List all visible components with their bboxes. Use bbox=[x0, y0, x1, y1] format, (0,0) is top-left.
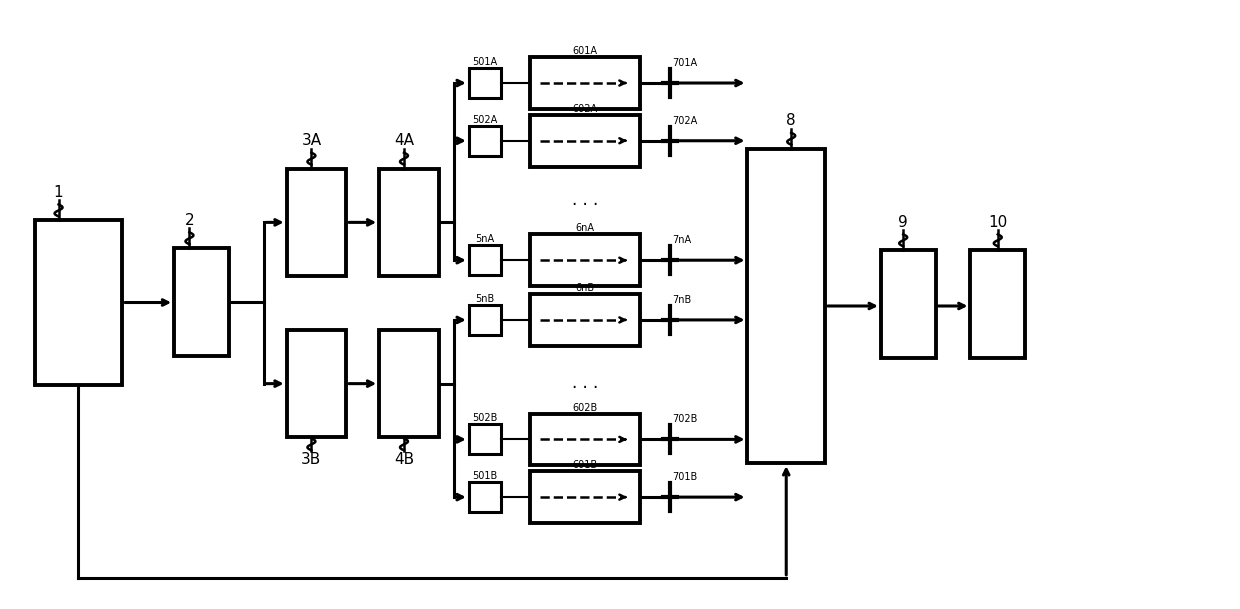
Text: 4B: 4B bbox=[394, 452, 414, 466]
Bar bbox=[469, 68, 501, 98]
Text: 8: 8 bbox=[786, 113, 796, 128]
Bar bbox=[531, 115, 640, 167]
Bar bbox=[748, 149, 825, 463]
Text: 501A: 501A bbox=[472, 57, 497, 67]
Text: 6nB: 6nB bbox=[575, 283, 595, 293]
Text: 602B: 602B bbox=[573, 403, 598, 412]
Text: 702B: 702B bbox=[672, 415, 697, 424]
Text: . . .: . . . bbox=[572, 374, 598, 392]
Text: 601B: 601B bbox=[573, 460, 598, 470]
Text: 5nB: 5nB bbox=[475, 294, 495, 304]
Text: 501B: 501B bbox=[472, 471, 497, 481]
Bar bbox=[286, 330, 346, 437]
Text: 702A: 702A bbox=[672, 116, 697, 126]
Bar bbox=[35, 220, 123, 385]
Text: 2: 2 bbox=[185, 213, 195, 228]
Bar bbox=[880, 250, 935, 357]
Text: 601A: 601A bbox=[573, 46, 598, 56]
Bar bbox=[174, 248, 229, 356]
Text: 10: 10 bbox=[988, 215, 1007, 230]
Text: 4A: 4A bbox=[394, 133, 414, 148]
Text: 7nA: 7nA bbox=[672, 235, 691, 245]
Text: 3A: 3A bbox=[301, 133, 321, 148]
Text: . . .: . . . bbox=[572, 191, 598, 209]
Bar bbox=[469, 245, 501, 275]
Bar bbox=[531, 57, 640, 109]
Bar bbox=[469, 424, 501, 454]
Bar bbox=[469, 482, 501, 512]
Text: 5nA: 5nA bbox=[475, 234, 495, 244]
Text: 9: 9 bbox=[898, 215, 908, 230]
Text: 502B: 502B bbox=[472, 414, 497, 423]
Bar bbox=[531, 414, 640, 465]
Bar bbox=[971, 250, 1025, 357]
Bar bbox=[379, 169, 439, 276]
Text: 701B: 701B bbox=[672, 472, 697, 482]
Text: 1: 1 bbox=[53, 185, 63, 200]
Text: 701A: 701A bbox=[672, 58, 697, 68]
Bar bbox=[286, 169, 346, 276]
Bar bbox=[531, 294, 640, 346]
Text: 602A: 602A bbox=[573, 104, 598, 114]
Bar bbox=[531, 234, 640, 286]
Bar bbox=[531, 471, 640, 523]
Text: 7nB: 7nB bbox=[672, 295, 691, 305]
Text: 502A: 502A bbox=[472, 115, 497, 125]
Text: 6nA: 6nA bbox=[575, 224, 595, 233]
Bar bbox=[469, 126, 501, 156]
Text: 3B: 3B bbox=[301, 452, 321, 466]
Bar bbox=[379, 330, 439, 437]
Bar bbox=[469, 305, 501, 335]
